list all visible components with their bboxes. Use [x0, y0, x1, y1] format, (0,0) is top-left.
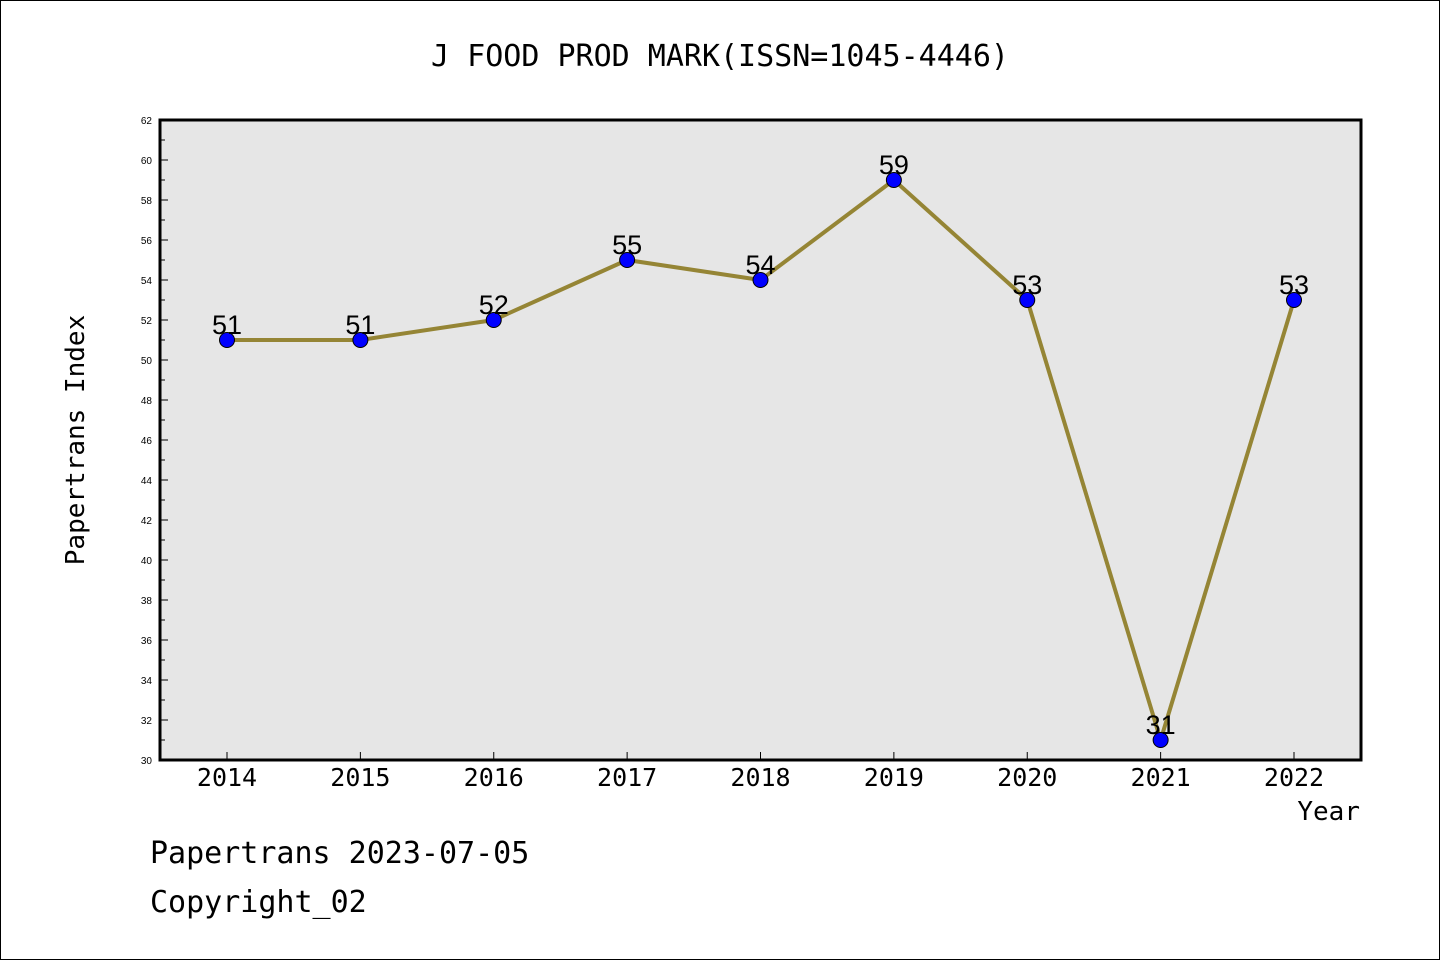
x-tick-label: 2021: [1131, 763, 1191, 792]
y-tick-label: 52: [141, 316, 153, 327]
y-tick-label: 38: [141, 596, 153, 607]
footer-copyright-text: Copyright_02: [150, 885, 367, 920]
y-tick-label: 54: [141, 276, 153, 287]
data-label: 31: [1146, 710, 1176, 740]
data-label: 53: [1012, 270, 1042, 300]
plot-border: [158, 118, 1363, 762]
x-tick-label: 2014: [197, 763, 257, 792]
data-point: [885, 172, 902, 188]
data-point: [619, 252, 636, 268]
data-point: [219, 332, 235, 348]
data-point: [1286, 292, 1302, 308]
data-point: [352, 332, 369, 348]
x-axis-label: Year: [1297, 797, 1360, 827]
data-point: [485, 312, 502, 328]
plot-area: [160, 120, 1361, 760]
y-tick-label: 56: [141, 236, 153, 247]
y-tick-label: 32: [141, 716, 153, 727]
y-tick-label: 50: [141, 356, 153, 367]
x-tick-label: 2018: [730, 763, 790, 792]
y-tick-label: 30: [141, 756, 153, 767]
data-label: 51: [212, 310, 242, 340]
y-tick-label: 36: [141, 636, 153, 647]
y-tick-label: 46: [141, 436, 153, 447]
data-point: [1152, 732, 1169, 748]
y-tick-label: 60: [141, 156, 153, 167]
data-label: 55: [612, 230, 642, 260]
y-tick-label: 44: [141, 476, 153, 487]
data-label: 53: [1279, 270, 1309, 300]
data-label: 52: [479, 290, 509, 320]
x-tick-label: 2020: [997, 763, 1057, 792]
footer-date-text: Papertrans 2023-07-05: [150, 836, 530, 871]
chart-title: J FOOD PROD MARK(ISSN=1045-4446): [431, 39, 1009, 74]
data-label: 54: [745, 250, 775, 280]
y-tick-label: 48: [141, 396, 153, 407]
x-tick-label: 2016: [464, 763, 524, 792]
y-tick-label: 58: [141, 196, 153, 207]
data-label: 59: [879, 150, 909, 180]
data-point: [752, 272, 769, 288]
x-tick-label: 2015: [330, 763, 390, 792]
y-tick-label: 62: [141, 116, 153, 127]
y-tick-label: 40: [141, 556, 153, 567]
y-tick-label: 42: [141, 516, 153, 527]
x-tick-label: 2019: [864, 763, 924, 792]
data-point: [1019, 292, 1036, 308]
y-axis-label: Papertrans Index: [61, 315, 91, 565]
y-tick-label: 34: [141, 676, 153, 687]
x-tick-label: 2022: [1264, 763, 1324, 792]
x-tick-label: 2017: [597, 763, 657, 792]
data-label: 51: [345, 310, 375, 340]
